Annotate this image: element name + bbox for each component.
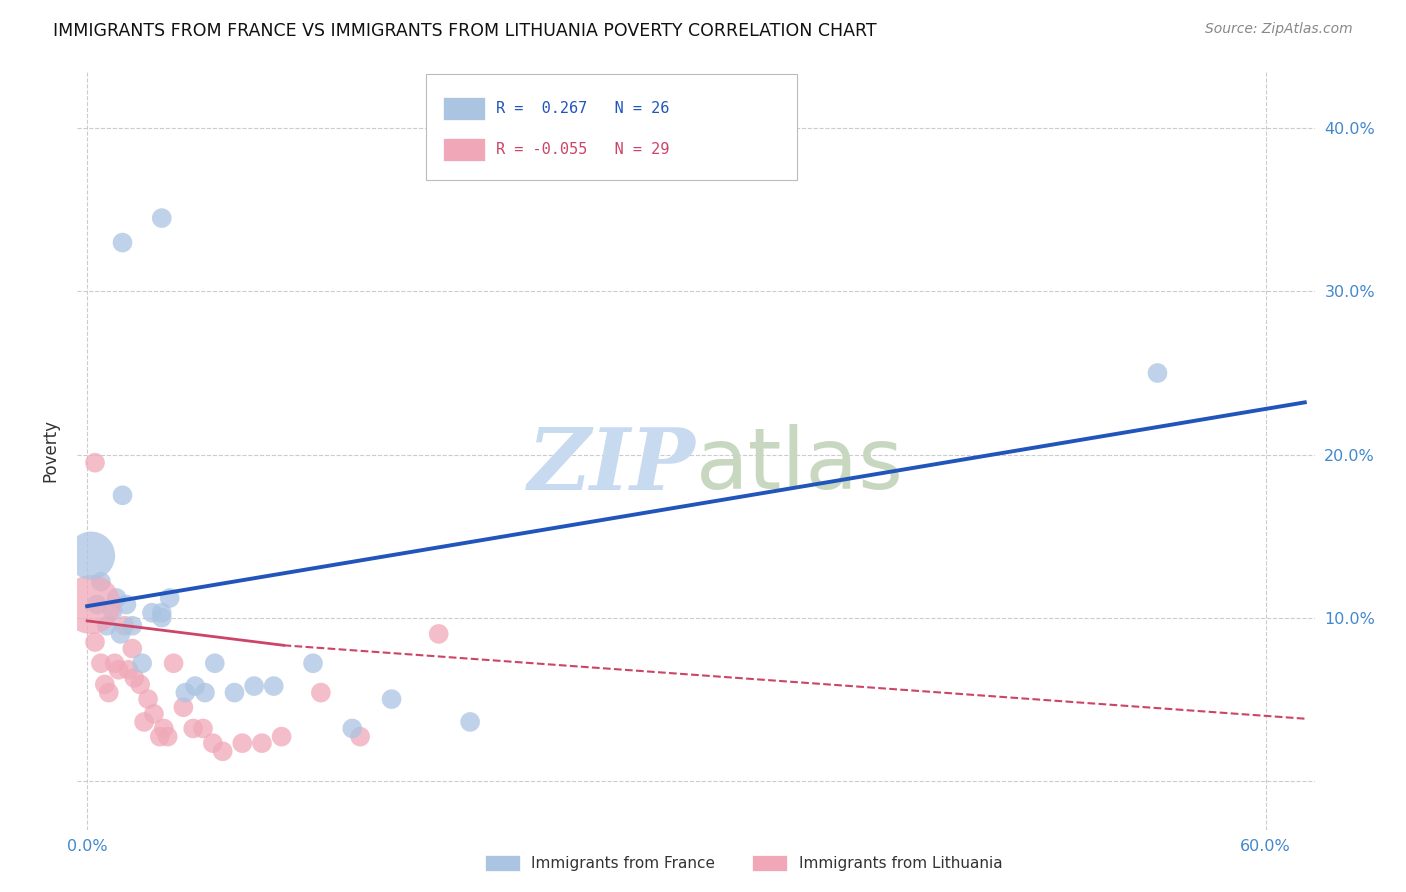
Point: [104, 657, 127, 671]
Point: [80, 598, 103, 612]
Point: [1146, 366, 1168, 380]
Point: [191, 722, 214, 736]
Y-axis label: Poverty: Poverty: [41, 419, 59, 482]
Point: [427, 627, 450, 641]
Point: [114, 619, 136, 633]
Point: [149, 730, 172, 744]
Point: [152, 722, 174, 736]
Point: [86, 598, 108, 612]
Point: [101, 604, 124, 618]
Point: [117, 663, 139, 677]
Text: Immigrants from Lithuania: Immigrants from Lithuania: [799, 856, 1002, 871]
Point: [141, 606, 163, 620]
Point: [150, 211, 173, 226]
Point: [380, 692, 402, 706]
Point: [110, 627, 132, 641]
Point: [111, 235, 134, 250]
Point: [243, 679, 266, 693]
Point: [97, 685, 120, 699]
Point: [107, 663, 129, 677]
Point: [194, 685, 217, 699]
Point: [150, 606, 173, 620]
Point: [174, 685, 197, 699]
Point: [270, 730, 292, 744]
Point: [204, 657, 226, 671]
Point: [90, 574, 112, 589]
Point: [231, 736, 253, 750]
Point: [94, 677, 117, 691]
Point: [201, 736, 224, 750]
Point: [150, 610, 173, 624]
Point: [90, 657, 112, 671]
Point: [111, 488, 134, 502]
Point: [124, 671, 146, 685]
Point: [156, 730, 179, 744]
Text: R =  0.267   N = 26: R = 0.267 N = 26: [496, 101, 669, 116]
Point: [162, 657, 184, 671]
Text: R = -0.055   N = 29: R = -0.055 N = 29: [496, 142, 669, 157]
Point: [131, 657, 153, 671]
Point: [96, 619, 118, 633]
Point: [84, 635, 107, 649]
Text: ZIP: ZIP: [529, 424, 696, 508]
Point: [184, 679, 207, 693]
Point: [349, 730, 371, 744]
Point: [342, 722, 364, 736]
Point: [302, 657, 325, 671]
Text: atlas: atlas: [696, 424, 904, 508]
Text: IMMIGRANTS FROM FRANCE VS IMMIGRANTS FROM LITHUANIA POVERTY CORRELATION CHART: IMMIGRANTS FROM FRANCE VS IMMIGRANTS FRO…: [53, 22, 877, 40]
Point: [132, 714, 155, 729]
Point: [224, 685, 246, 699]
Text: Source: ZipAtlas.com: Source: ZipAtlas.com: [1205, 22, 1353, 37]
Point: [84, 456, 107, 470]
Point: [458, 714, 481, 729]
Point: [142, 706, 165, 721]
Point: [181, 722, 204, 736]
Point: [105, 591, 128, 605]
Point: [211, 744, 233, 758]
Text: Immigrants from France: Immigrants from France: [531, 856, 716, 871]
Point: [121, 641, 143, 656]
Point: [121, 619, 143, 633]
Point: [172, 700, 194, 714]
Point: [115, 598, 138, 612]
Point: [250, 736, 273, 750]
Point: [136, 692, 159, 706]
Point: [159, 591, 181, 605]
Point: [309, 685, 332, 699]
Point: [80, 549, 103, 563]
Point: [129, 677, 152, 691]
Point: [263, 679, 285, 693]
